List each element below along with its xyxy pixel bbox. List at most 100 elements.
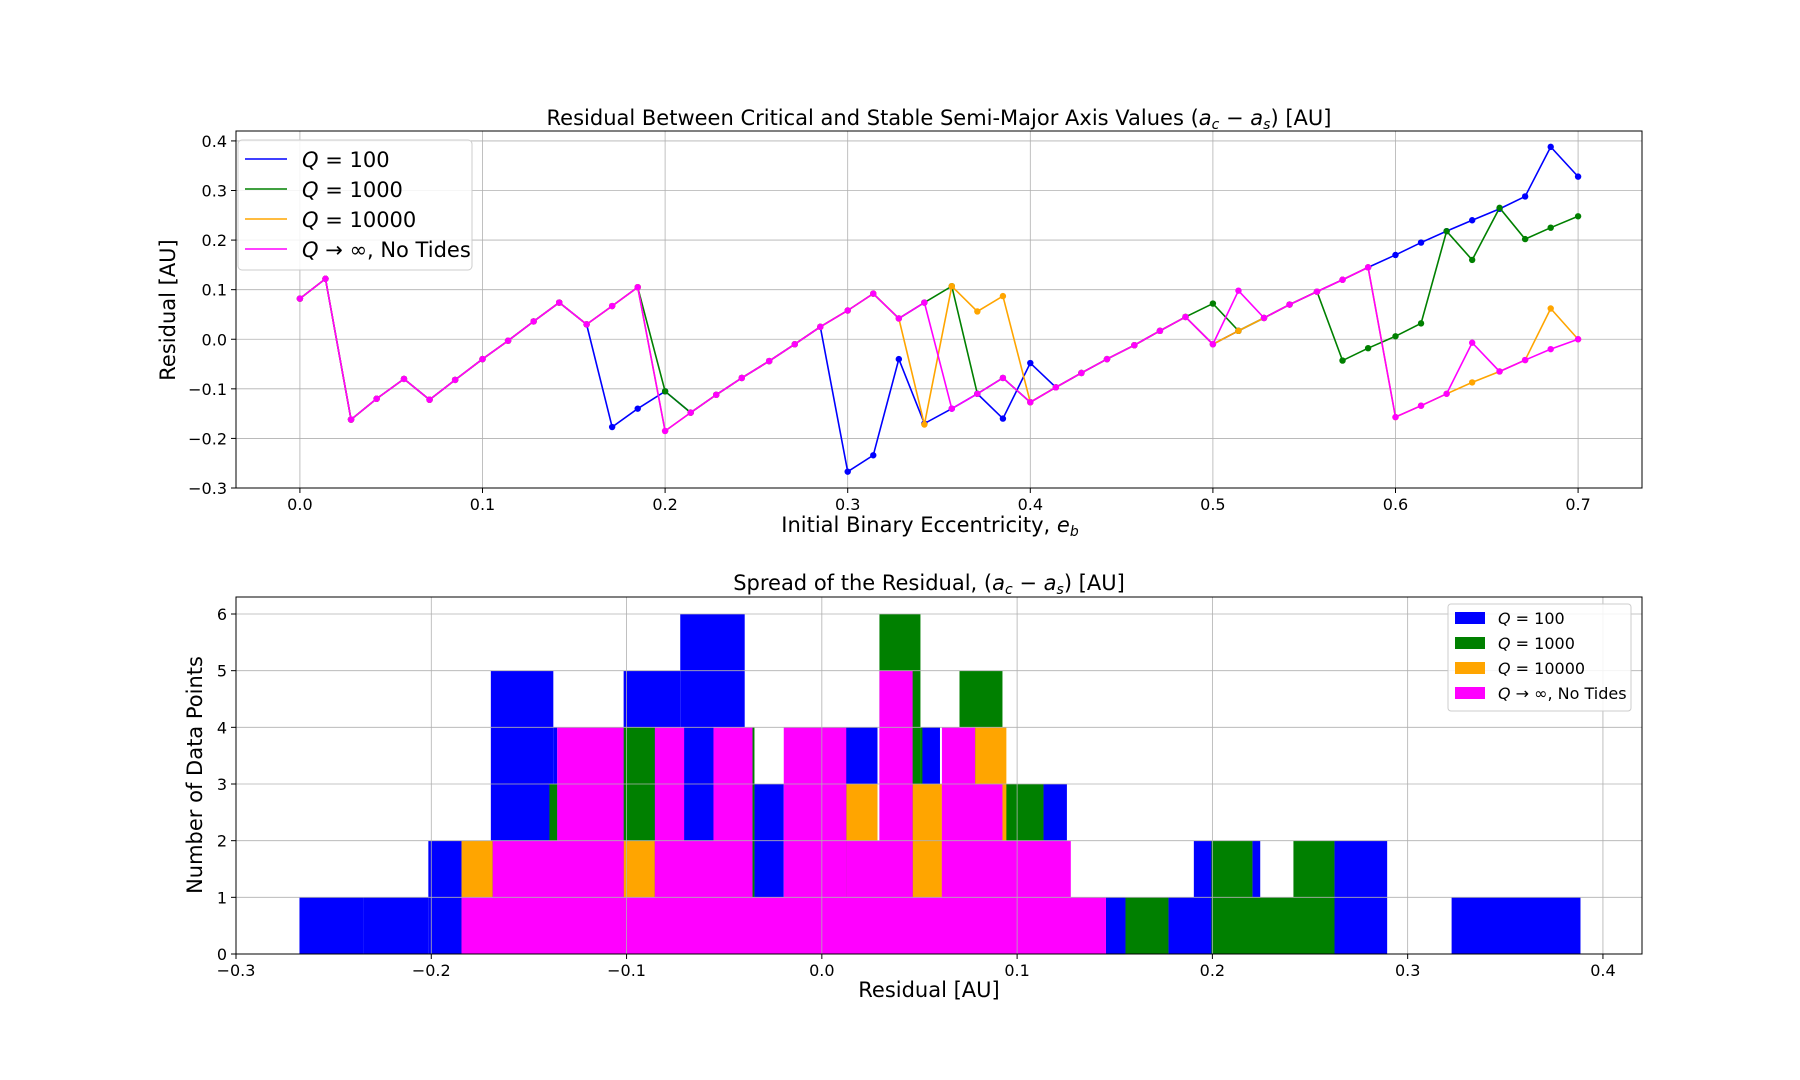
data-point <box>1417 239 1425 246</box>
data-point <box>451 376 459 384</box>
eccentricity-residual-chart: 0.0 0.1 0.2 0.3 0.4 0.5 0.6 0.7 −0.3 −0.2 −0.1 0.0 0… <box>156 106 1643 540</box>
top-y-tick-label: 0.3 <box>202 182 227 201</box>
data-point <box>1417 402 1425 409</box>
top-y-tick-label: −0.1 <box>188 380 227 399</box>
data-point <box>1209 300 1217 307</box>
svg-text:Q = 100: Q = 100 <box>302 148 390 172</box>
data-point <box>844 307 851 314</box>
data-point <box>1574 213 1582 220</box>
data-point <box>687 409 694 416</box>
data-point <box>322 275 329 282</box>
data-point <box>661 388 669 395</box>
bottom-x-tick-label: 0.1 <box>1004 961 1029 980</box>
data-point <box>870 452 877 459</box>
data-point <box>1078 369 1085 377</box>
data-point <box>1417 320 1425 327</box>
series-line-q-10000 <box>299 266 1579 433</box>
series-line-q-1000 <box>299 206 1579 422</box>
data-point <box>530 318 537 325</box>
data-point <box>870 290 877 297</box>
top-legend: Q = 100 Q = 1000 Q = 10000 Q → ∞, No Tid… <box>237 139 473 271</box>
top-x-tick-label: 0.1 <box>470 495 495 514</box>
data-point <box>1103 355 1111 363</box>
data-point <box>1260 314 1268 322</box>
top-y-tick-label: 0.0 <box>202 330 227 349</box>
series-q-100 <box>296 143 1582 475</box>
data-point <box>974 390 981 397</box>
data-point <box>1339 276 1346 283</box>
data-point <box>1182 313 1189 321</box>
data-point <box>1339 357 1346 364</box>
data-point <box>948 282 955 290</box>
data-point <box>1547 224 1554 231</box>
top-x-tick-label: 0.6 <box>1383 495 1408 514</box>
svg-text:Q = 1000: Q = 1000 <box>302 178 403 202</box>
data-point <box>1392 333 1399 340</box>
bottom-legend-entry-no-tides: Q → ∞, No Tides <box>1455 684 1627 703</box>
data-point <box>738 374 745 382</box>
svg-text:Q = 100: Q = 100 <box>1498 609 1565 628</box>
top-x-tick-label: 0.7 <box>1565 495 1590 514</box>
top-legend-entry-q1000: Q = 1000 <box>245 178 403 202</box>
bottom-plot-frame <box>235 596 1643 955</box>
data-point <box>844 468 851 475</box>
data-point <box>1364 264 1372 271</box>
data-point <box>1286 301 1293 308</box>
top-x-tick-label: 0.2 <box>652 495 677 514</box>
svg-text:Q = 1000: Q = 1000 <box>1498 634 1575 653</box>
data-point <box>1547 305 1554 312</box>
data-point <box>999 292 1007 300</box>
bottom-x-axis-label: Residual [AU] <box>858 978 999 1002</box>
data-point <box>713 391 720 398</box>
bottom-chart-title: Spread of the Residual, (ac − as) [AU] <box>733 571 1125 598</box>
data-point <box>583 321 590 328</box>
data-point <box>1131 342 1138 349</box>
residual-histogram-chart: −0.3 −0.2 −0.1 0.0 0.1 0.2 0.3 0.4 0 1 2 3 4 5 6 Sprea… <box>183 571 1643 1002</box>
data-point <box>1521 356 1529 364</box>
data-point <box>921 299 928 306</box>
histogram-bar <box>879 670 913 954</box>
bottom-y-tick-label: 3 <box>217 775 227 794</box>
top-legend-entry-q100: Q = 100 <box>245 148 390 172</box>
bottom-legend-entry-q1000: Q = 1000 <box>1455 634 1575 653</box>
data-point <box>1209 341 1217 348</box>
svg-text:Q = 10000: Q = 10000 <box>1498 659 1585 678</box>
bottom-x-tick-label: −0.1 <box>607 961 646 980</box>
data-point <box>1313 288 1321 295</box>
data-point <box>1496 204 1503 212</box>
svg-text:Q = 10000: Q = 10000 <box>302 208 416 232</box>
bottom-x-tick-label: 0.2 <box>1200 961 1225 980</box>
bottom-legend-box <box>1447 603 1632 712</box>
data-point <box>1496 368 1503 375</box>
data-point <box>479 355 486 363</box>
data-point <box>1547 143 1554 151</box>
top-y-tick-label: 0.4 <box>202 132 227 151</box>
data-point <box>1468 379 1476 386</box>
bottom-x-tick-label: −0.3 <box>217 961 256 980</box>
bottom-legend-entry-q100: Q = 100 <box>1455 609 1565 628</box>
histogram-bar <box>1451 897 1581 954</box>
data-point <box>1443 390 1450 397</box>
data-point <box>948 405 955 412</box>
series-q-1000 <box>296 204 1582 423</box>
data-point <box>1574 173 1582 180</box>
data-point <box>1443 227 1450 235</box>
top-plot-frame <box>235 130 1643 489</box>
top-y-axis-label: Residual [AU] <box>156 239 180 380</box>
data-point <box>608 302 616 310</box>
data-point <box>895 315 903 322</box>
data-point <box>296 295 304 302</box>
top-x-tick-label: 0.3 <box>835 495 860 514</box>
bottom-y-tick-label: 0 <box>217 945 227 964</box>
series-line-q-no-tides <box>299 266 1579 433</box>
data-point <box>1574 336 1582 343</box>
top-x-tick-label: 0.4 <box>1018 495 1043 514</box>
data-point <box>1156 327 1164 335</box>
data-point <box>1468 339 1476 346</box>
svg-text:Q → ∞, No Tides: Q → ∞, No Tides <box>1498 684 1627 703</box>
data-point <box>1392 413 1399 421</box>
bottom-y-tick-label: 4 <box>217 718 227 737</box>
top-axis-ticks: 0.0 0.1 0.2 0.3 0.4 0.5 0.6 0.7 −0.3 −0.2 −0.1 0.0 0… <box>188 132 1591 514</box>
data-point <box>1547 345 1554 353</box>
